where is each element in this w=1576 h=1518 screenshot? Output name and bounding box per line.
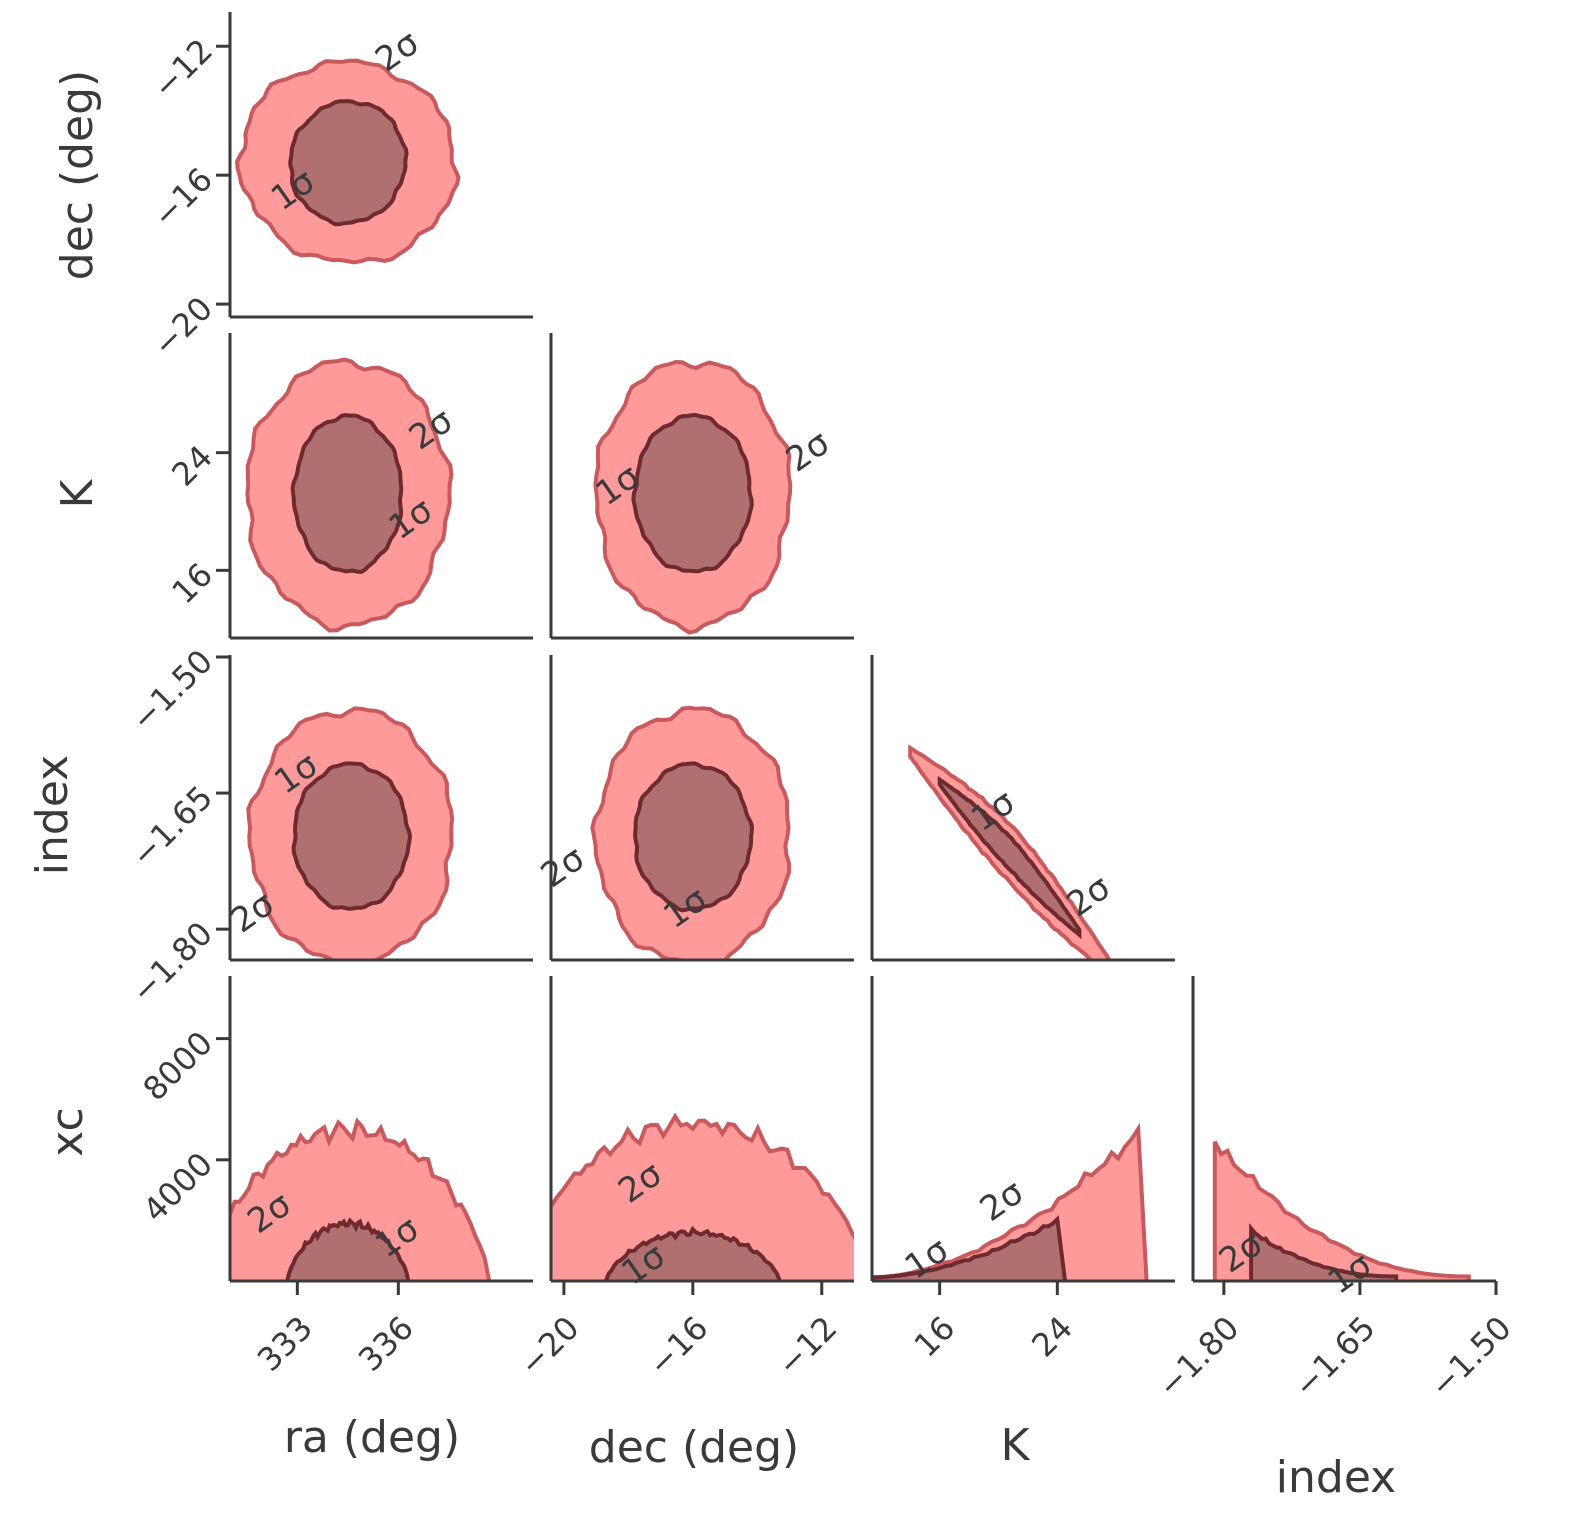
y-axis-label-K: K <box>52 478 103 508</box>
x-tick-label: 24 <box>1024 1309 1080 1365</box>
y-tick-label: 16 <box>164 555 220 611</box>
x-tick-label: 336 <box>351 1309 421 1379</box>
x-tick-label: 333 <box>250 1309 320 1379</box>
panel-ra-vs-xc <box>230 1117 492 1281</box>
y-tick-label: 4000 <box>136 1145 220 1229</box>
panel-dec-vs-xc <box>551 1112 854 1281</box>
x-tick-label: −1.80 <box>1150 1309 1246 1405</box>
contour-2sigma <box>551 1112 854 1281</box>
y-tick-label: 24 <box>164 438 220 494</box>
panel-dec-vs-K <box>593 359 793 635</box>
y-axis-label-dec: dec (deg) <box>52 70 103 280</box>
y-axis-label-index: index <box>27 755 78 875</box>
x-tick-label: −12 <box>770 1309 845 1384</box>
panels-layer <box>230 58 1471 1281</box>
contour-label-2sigma: 2σ <box>534 838 592 896</box>
y-axis-label-xc: xc <box>42 1107 93 1156</box>
contour-1sigma <box>872 1215 1068 1281</box>
y-tick-label: −12 <box>145 31 220 106</box>
contour-label-2sigma: 2σ <box>973 1172 1031 1230</box>
contour-1sigma <box>631 412 754 574</box>
y-tick-label: −20 <box>145 289 220 364</box>
y-tick-label: −1.65 <box>124 778 220 874</box>
panel-K-vs-xc <box>872 1122 1149 1281</box>
x-tick-label: −16 <box>641 1309 716 1384</box>
x-tick-label: −1.50 <box>1422 1309 1518 1405</box>
panel-K-vs-index <box>908 744 1112 960</box>
contour-1sigma <box>1249 1222 1399 1281</box>
panel-index-vs-xc <box>1212 1140 1471 1281</box>
contour-1sigma <box>937 775 1082 940</box>
x-tick-label: −1.65 <box>1286 1309 1382 1405</box>
contour-1sigma <box>633 761 755 913</box>
x-axis-label-index: index <box>1276 1452 1396 1503</box>
panel-ra-vs-index <box>246 706 455 960</box>
panel-dec-vs-index <box>590 705 792 960</box>
contour-1sigma <box>291 761 413 911</box>
y-tick-label: −1.80 <box>124 914 220 1010</box>
contour-1sigma <box>285 1217 411 1281</box>
contour-1sigma <box>290 413 404 575</box>
y-tick-label: −16 <box>145 160 220 235</box>
x-axis-label-dec: dec (deg) <box>589 1422 799 1473</box>
y-tick-label: −1.50 <box>124 642 220 738</box>
panel-ra-vs-dec <box>234 58 461 265</box>
x-tick-label: 16 <box>907 1309 963 1365</box>
contour-2sigma <box>230 1117 492 1281</box>
contour-1sigma <box>603 1225 782 1281</box>
contour-1sigma <box>288 99 409 227</box>
x-tick-label: −20 <box>512 1309 587 1384</box>
x-axis-label-ra: ra (deg) <box>284 1412 460 1463</box>
panel-ra-vs-K <box>245 357 454 633</box>
y-tick-label: 8000 <box>136 1024 220 1108</box>
x-axis-label-K: K <box>1001 1420 1031 1471</box>
